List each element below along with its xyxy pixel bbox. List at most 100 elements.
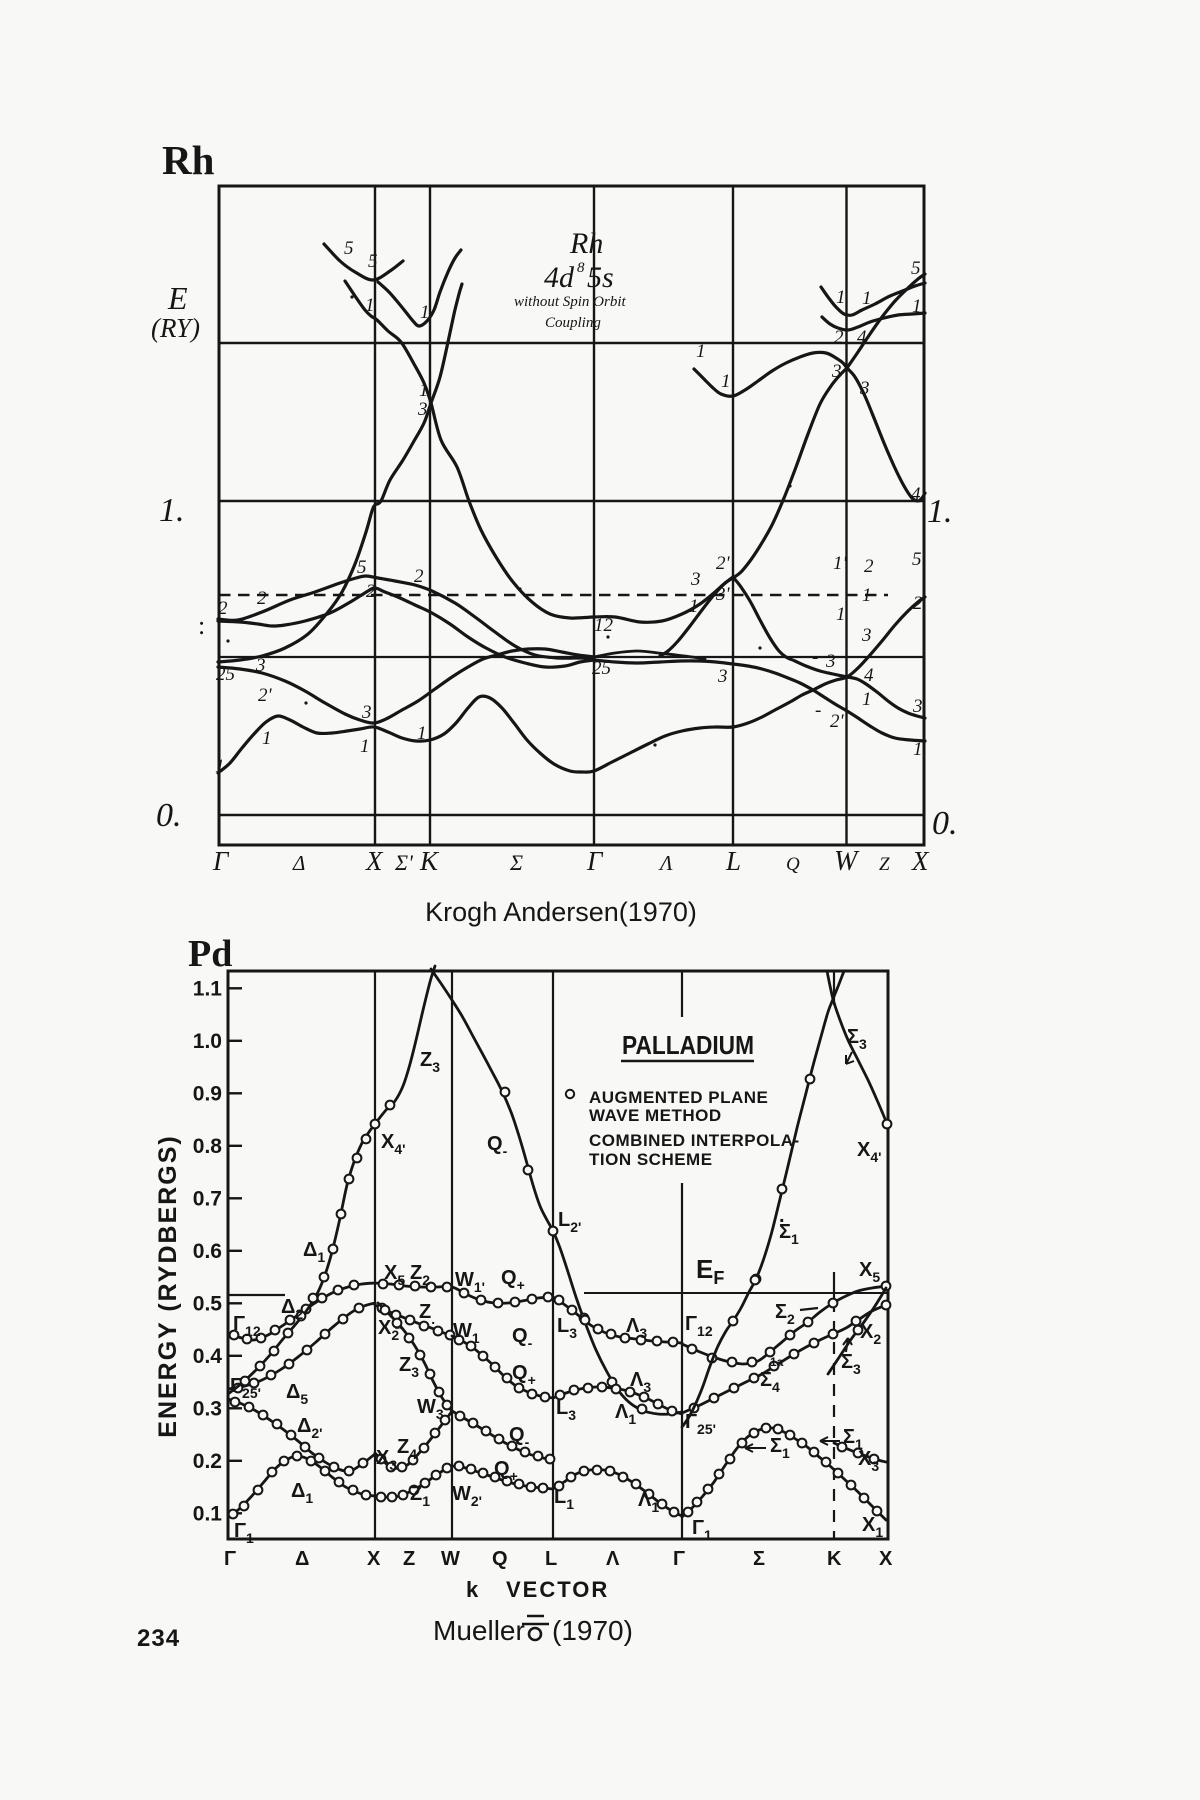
svg-text:TION SCHEME: TION SCHEME	[589, 1150, 713, 1169]
svg-text:Q: Q	[492, 1548, 508, 1570]
svg-text:1: 1	[417, 723, 427, 744]
svg-text:Σ: Σ	[509, 850, 523, 875]
svg-text:PALLADIUM: PALLADIUM	[622, 1030, 754, 1060]
svg-text:Γ: Γ	[586, 846, 604, 876]
svg-text:Γ25': Γ25'	[685, 1411, 716, 1437]
svg-text:Λ: Λ	[658, 851, 673, 875]
svg-text:Σ': Σ'	[394, 850, 413, 875]
svg-text:0.: 0.	[932, 805, 958, 842]
svg-text:Σ4: Σ4	[760, 1369, 780, 1395]
svg-text:X: X	[365, 846, 384, 876]
svg-text:X1: X1	[862, 1514, 883, 1540]
svg-text:Δ1: Δ1	[291, 1480, 313, 1506]
svg-text:VECTOR: VECTOR	[506, 1577, 609, 1602]
svg-text:Q-: Q-	[487, 1133, 508, 1159]
svg-text:k: k	[466, 1577, 479, 1602]
svg-text:Krogh Andersen(1970): Krogh Andersen(1970)	[425, 897, 697, 927]
svg-text:0.5: 0.5	[193, 1292, 223, 1315]
svg-text:4: 4	[857, 327, 867, 348]
svg-text:12: 12	[594, 615, 614, 636]
svg-text:Q: Q	[786, 854, 800, 875]
svg-text:234: 234	[137, 1625, 180, 1652]
svg-text:EF: EF	[696, 1254, 724, 1288]
svg-text:L1: L1	[554, 1486, 574, 1512]
svg-text:1a: 1a	[770, 1355, 784, 1369]
svg-text:1: 1	[419, 380, 429, 401]
svg-text:1: 1	[862, 288, 872, 309]
svg-text:WAVE METHOD: WAVE METHOD	[589, 1106, 722, 1125]
svg-text:Γ: Γ	[673, 1548, 685, 1570]
svg-text:Rh: Rh	[569, 227, 603, 260]
svg-text:5: 5	[911, 258, 921, 279]
svg-text:Σ2: Σ2	[775, 1301, 795, 1327]
svg-text:Λ1: Λ1	[638, 1489, 659, 1515]
svg-text:2: 2	[218, 598, 228, 619]
svg-text:1: 1	[696, 341, 706, 362]
svg-text:Γ: Γ	[224, 1548, 236, 1570]
svg-text:W: W	[441, 1548, 460, 1570]
svg-text:Γ1: Γ1	[234, 1520, 254, 1546]
svg-text:1: 1	[913, 739, 923, 760]
svg-text:0.6: 0.6	[193, 1240, 222, 1263]
svg-text:1.: 1.	[159, 492, 185, 529]
svg-text:0.8: 0.8	[193, 1135, 223, 1158]
svg-text:3: 3	[912, 696, 923, 717]
svg-text:3: 3	[859, 378, 870, 399]
svg-text:Q+: Q+	[501, 1267, 525, 1293]
svg-text:Δ: Δ	[295, 1548, 309, 1570]
svg-text:W2': W2'	[452, 1483, 482, 1509]
svg-text:1: 1	[360, 736, 370, 757]
svg-text:3: 3	[690, 569, 701, 590]
svg-text:Δ1: Δ1	[303, 1239, 325, 1265]
svg-text:1: 1	[862, 689, 872, 710]
svg-text:3: 3	[255, 655, 266, 676]
svg-text:Z: Z	[879, 854, 890, 875]
svg-text:0.4: 0.4	[193, 1345, 223, 1368]
svg-text:5s: 5s	[587, 261, 614, 294]
svg-text:Z4: Z4	[397, 1436, 417, 1462]
svg-text:0.: 0.	[156, 797, 182, 834]
svg-text:W3: W3	[417, 1396, 444, 1422]
svg-text:ENERGY (RYDBERGS): ENERGY (RYDBERGS)	[154, 1134, 182, 1437]
svg-text:8: 8	[577, 260, 585, 276]
svg-text:E: E	[167, 280, 188, 316]
svg-text:L: L	[725, 846, 741, 876]
svg-text:Z.: Z.	[419, 1301, 435, 1327]
svg-text:X2̅: X2̅	[378, 1317, 403, 1343]
svg-text:2: 2	[913, 593, 923, 614]
svg-text:3': 3'	[715, 584, 731, 605]
svg-text:Δ5: Δ5	[286, 1381, 308, 1407]
svg-text:X: X	[367, 1548, 381, 1570]
svg-text:X3: X3	[858, 1448, 879, 1474]
svg-text:Δ: Δ	[292, 851, 305, 875]
svg-text:L3: L3	[556, 1397, 576, 1423]
svg-text:X5: X5	[859, 1259, 880, 1285]
svg-text:5: 5	[912, 549, 922, 570]
svg-text:1.: 1.	[927, 493, 953, 530]
svg-text:Q-: Q-	[512, 1325, 533, 1351]
svg-text:Z3: Z3	[420, 1049, 440, 1075]
svg-text:Coupling: Coupling	[545, 315, 601, 331]
svg-text:L2': L2'	[558, 1209, 581, 1235]
svg-text:W: W	[834, 846, 860, 877]
svg-text:1: 1	[215, 756, 225, 777]
svg-text:3: 3	[831, 361, 842, 382]
svg-text:1': 1'	[833, 553, 848, 574]
svg-text:X2: X2	[860, 1321, 881, 1347]
svg-text:X: X	[879, 1548, 893, 1570]
svg-text:1: 1	[836, 604, 846, 625]
svg-text:X: X	[911, 846, 930, 876]
svg-text:Σ: Σ	[753, 1548, 765, 1570]
svg-text:4d: 4d	[544, 261, 575, 294]
svg-text:25: 25	[216, 664, 235, 685]
svg-text:2': 2'	[716, 553, 731, 574]
svg-text:Mueller: Mueller	[433, 1615, 525, 1646]
svg-text:0.3: 0.3	[193, 1397, 222, 1420]
svg-text:0.7: 0.7	[193, 1187, 222, 1210]
svg-text:3: 3	[417, 399, 428, 420]
svg-text:3: 3	[825, 651, 836, 672]
svg-text:4: 4	[911, 484, 921, 505]
svg-text:Z: Z	[403, 1548, 415, 1570]
svg-text:1.1: 1.1	[193, 977, 223, 1000]
svg-text:Γ12: Γ12	[685, 1313, 713, 1339]
